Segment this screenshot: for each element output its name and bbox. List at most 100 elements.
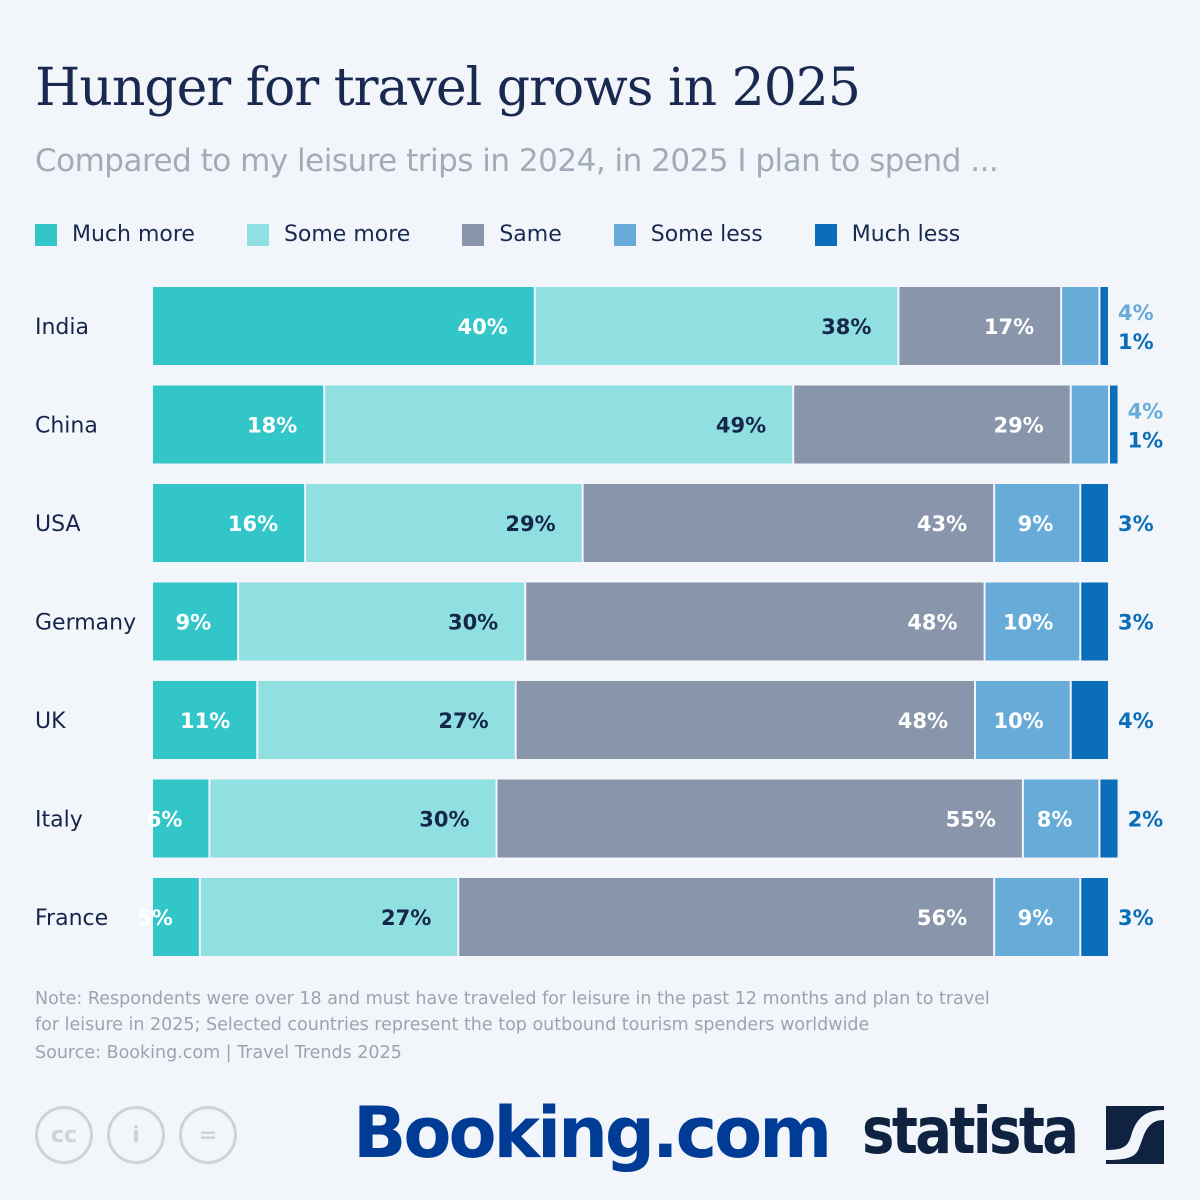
cc-icon: cc	[35, 1106, 93, 1164]
category-label: Italy	[35, 808, 83, 833]
data-label: 9%	[1018, 512, 1054, 536]
legend-item: Some less	[613, 222, 763, 247]
bar-segment	[497, 779, 1022, 858]
bar-segment	[1100, 287, 1108, 365]
data-label: 1%	[1128, 429, 1164, 453]
bar-segment	[516, 681, 975, 759]
data-label: 11%	[180, 709, 230, 733]
bar-segment	[153, 582, 238, 661]
data-label: 29%	[993, 414, 1043, 438]
legend-swatch	[246, 223, 269, 246]
legend: Much more Some more Same Some less Much less	[35, 222, 1012, 247]
source: Source: Booking.com | Travel Trends 2025	[35, 1043, 402, 1063]
data-label: 56%	[917, 906, 967, 930]
bar-segment	[1071, 681, 1108, 759]
bar-segment	[153, 681, 257, 759]
data-label: 49%	[716, 414, 766, 438]
bar-segment	[995, 878, 1080, 956]
category-label: Germany	[35, 611, 136, 636]
bar-segment	[1081, 878, 1108, 956]
legend-swatch	[814, 223, 837, 246]
data-label: 4%	[1118, 709, 1154, 733]
bar-segment	[153, 287, 534, 365]
data-label: 3%	[1118, 512, 1154, 536]
legend-label: Some more	[283, 222, 411, 247]
legend-swatch	[613, 223, 636, 246]
legend-item: Much less	[814, 222, 961, 247]
data-label: 4%	[1128, 400, 1164, 424]
data-label: 9%	[1018, 906, 1054, 930]
chart-title: Hunger for travel grows in 2025	[35, 58, 861, 118]
bar-segment	[583, 484, 994, 562]
bar-segment	[995, 484, 1080, 562]
data-label: 27%	[381, 906, 431, 930]
legend-item: Much more	[35, 222, 195, 247]
data-label: 10%	[993, 709, 1043, 733]
bar-segment	[306, 484, 582, 562]
statista-mark-icon	[1106, 1106, 1164, 1164]
category-label: India	[35, 315, 89, 340]
data-label: 27%	[438, 709, 488, 733]
legend-label: Same	[499, 222, 562, 247]
bar-segment	[794, 385, 1070, 464]
note: Note: Respondents were over 18 and must …	[35, 989, 990, 1035]
legend-swatch	[35, 223, 57, 246]
bar-segment	[1081, 582, 1108, 661]
legend-label: Some less	[650, 222, 763, 247]
bar-segment	[1081, 484, 1108, 562]
data-label: 3%	[1118, 906, 1154, 930]
data-label: 29%	[505, 512, 555, 536]
bar-segment	[976, 681, 1070, 759]
bar-segment	[526, 582, 984, 661]
data-label: 30%	[448, 611, 498, 635]
statista-logo: statista	[862, 1095, 1079, 1169]
data-label: 10%	[1003, 611, 1053, 635]
data-label: 17%	[984, 315, 1034, 339]
category-label: China	[35, 414, 98, 439]
data-label: 38%	[821, 315, 871, 339]
no-derivatives-icon: =	[179, 1106, 237, 1164]
data-label: 18%	[247, 414, 297, 438]
bar-segment	[1110, 385, 1118, 464]
attribution-icon: i	[107, 1106, 165, 1164]
category-label: USA	[35, 512, 81, 537]
legend-label: Much less	[851, 222, 961, 247]
data-label: 43%	[917, 512, 967, 536]
data-label: 55%	[946, 808, 996, 832]
bar-segment	[1023, 779, 1099, 858]
legend-swatch	[462, 223, 485, 246]
legend-item: Some more	[246, 222, 411, 247]
data-label: 4%	[1118, 301, 1154, 325]
data-label: 1%	[1118, 330, 1154, 354]
bar-segment	[258, 681, 515, 759]
data-label: 2%	[1128, 808, 1164, 832]
bar-segment	[200, 878, 458, 956]
bar-segment	[239, 582, 525, 661]
bar-segment	[1100, 779, 1118, 858]
bar-segment	[1071, 385, 1108, 464]
legend-label: Much more	[72, 222, 195, 247]
bar-segment	[153, 878, 199, 956]
category-label: UK	[35, 709, 66, 734]
data-label: 40%	[458, 315, 508, 339]
data-label: 48%	[907, 611, 957, 635]
bar-segment	[210, 779, 496, 858]
data-label: 6%	[147, 808, 183, 832]
data-label: 3%	[1118, 611, 1154, 635]
category-label: France	[35, 906, 108, 931]
data-label: 9%	[175, 611, 211, 635]
bar-segment	[325, 385, 793, 464]
legend-item: Same	[462, 222, 562, 247]
stacked-bar-chart: India 40% 38% 17% 4% 1% China 18% 49% 29% 4% 1% USA 1…	[35, 287, 1164, 956]
bar-segment	[985, 582, 1080, 661]
data-label: 5%	[137, 906, 173, 930]
data-label: 16%	[228, 512, 278, 536]
booking-logo: Booking.com	[353, 1092, 832, 1174]
data-label: 48%	[898, 709, 948, 733]
data-label: 30%	[419, 808, 469, 832]
bar-segment	[899, 287, 1061, 365]
bar-segment	[459, 878, 994, 956]
bar-segment	[535, 287, 898, 365]
chart-subtitle: Compared to my leisure trips in 2024, in…	[35, 143, 999, 179]
bar-segment	[153, 484, 305, 562]
